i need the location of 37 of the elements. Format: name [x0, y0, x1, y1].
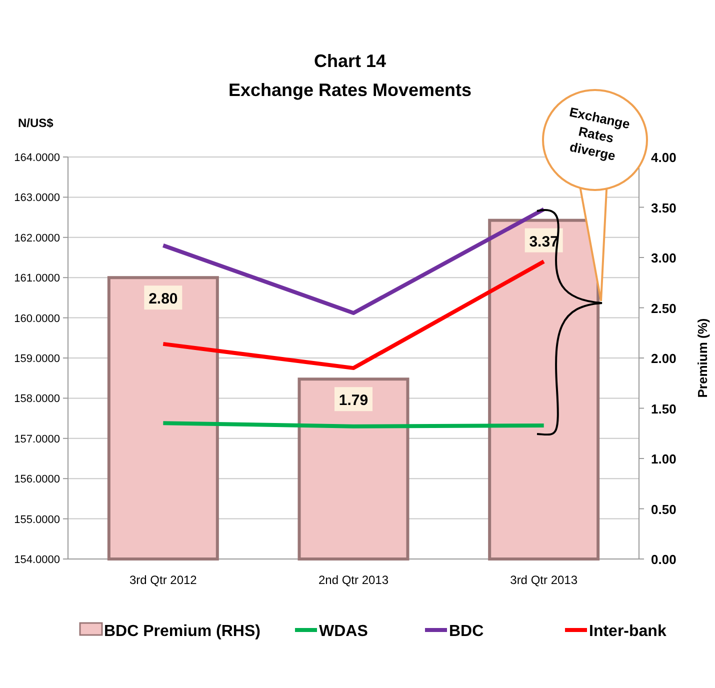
y-tick-label: 160.0000 — [14, 312, 60, 325]
legend-label: WDAS — [319, 623, 368, 640]
y2-axis-title: Premium (%) — [695, 318, 710, 398]
bar — [298, 378, 410, 560]
bar — [107, 276, 219, 560]
y-tick-label: 154.0000 — [14, 554, 60, 566]
y2-tick-label: 1.00 — [651, 452, 676, 466]
data-label: 1.79 — [338, 392, 368, 410]
bar — [488, 218, 600, 560]
data-label: 2.80 — [148, 290, 178, 308]
y-tick-label: 163.0000 — [14, 192, 60, 204]
y-tick-label: 162.0000 — [14, 232, 60, 244]
chart-subtitle: Exchange Rates Movements — [228, 80, 472, 100]
legend-label: BDC — [449, 623, 484, 640]
legend-label: Inter-bank — [589, 623, 666, 640]
y2-tick-label: 4.00 — [651, 150, 676, 165]
y-tick-label: 155.0000 — [14, 514, 60, 526]
y2-tick-label: 3.00 — [651, 250, 676, 266]
y-tick-label: 156.0000 — [14, 474, 60, 486]
y-tick-label: 161.0000 — [14, 272, 60, 285]
x-tick-label: 3rd Qtr 2012 — [129, 573, 198, 587]
chart-title: Chart 14 — [314, 51, 386, 71]
y2-tick-label: 2.50 — [651, 300, 676, 316]
y2-tick-label: 0.00 — [651, 552, 676, 567]
y2-tick-label: 3.50 — [651, 200, 676, 216]
y-tick-label: 164.0000 — [14, 152, 60, 164]
y-tick-label: 159.0000 — [14, 353, 60, 365]
y-axis-title: N/US$ — [18, 116, 54, 130]
x-tick-label: 3rd Qtr 2013 — [510, 573, 578, 587]
y-tick-label: 158.0000 — [14, 393, 60, 406]
legend-label: BDC Premium (RHS) — [104, 623, 260, 640]
x-tick-label: 2nd Qtr 2013 — [318, 573, 389, 587]
y-tick-label: 157.0000 — [14, 433, 60, 446]
y2-tick-label: 2.00 — [651, 351, 676, 366]
annotation: Exchange Rates diverge — [568, 104, 632, 164]
y2-tick-label: 1.50 — [651, 401, 676, 416]
y2-tick-label: 0.50 — [651, 502, 676, 517]
